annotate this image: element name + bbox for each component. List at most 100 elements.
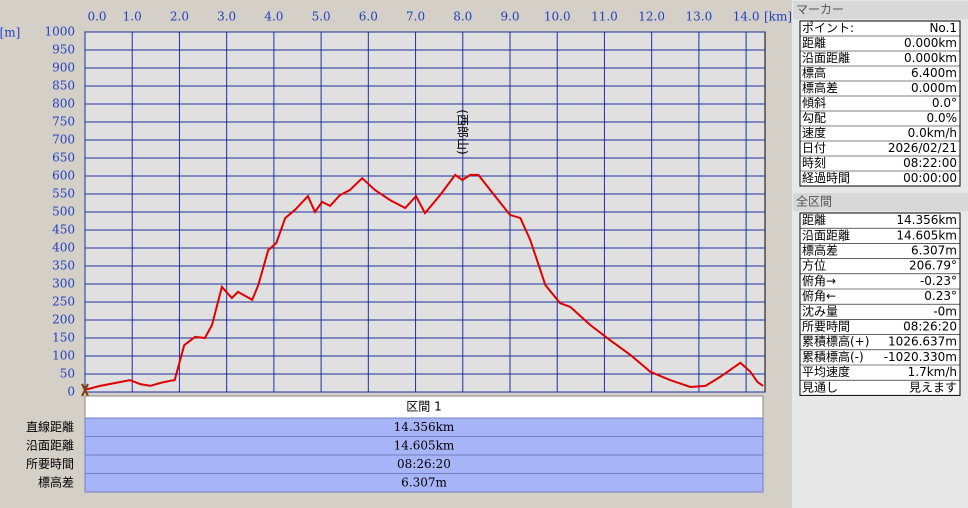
y-tick-label: 900 — [52, 61, 75, 75]
x-tick-label: 10.0 — [544, 10, 571, 24]
y-tick-label: 0 — [67, 385, 75, 399]
y-tick-label: 500 — [52, 205, 75, 219]
section-value: 6.307m — [401, 476, 447, 490]
marker-icon — [81, 383, 89, 397]
section-value: 14.356km — [394, 420, 455, 434]
y-tick-label: 450 — [52, 223, 75, 237]
panel-value: 6.400m — [911, 66, 957, 80]
x-tick-label: 13.0 — [686, 10, 713, 24]
panel-label: 累積標高(-) — [802, 349, 864, 364]
panel-label: 距離 — [802, 213, 826, 227]
y-tick-label: 200 — [52, 313, 75, 327]
panel-value: 14.605km — [896, 228, 957, 242]
y-tick-label: 150 — [52, 331, 75, 345]
y-tick-label: 400 — [52, 241, 75, 255]
section-value: 08:26:20 — [397, 457, 451, 471]
x-tick-label: 1.0 — [123, 10, 142, 24]
x-tick-label: 5.0 — [312, 10, 331, 24]
y-tick-label: 100 — [52, 349, 75, 363]
panel-title-bg — [793, 193, 968, 211]
panel-label: 平均速度 — [802, 364, 850, 379]
section-label: 所要時間 — [26, 457, 74, 471]
panel-value: 00:00:00 — [903, 171, 957, 185]
x-tick-label: 2.0 — [170, 10, 189, 24]
y-tick-label: 250 — [52, 295, 75, 309]
y-tick-label: 50 — [60, 367, 75, 381]
x-tick-label: 7.0 — [406, 10, 425, 24]
x-unit: [km] — [764, 10, 792, 24]
x-tick-label: 11.0 — [591, 10, 618, 24]
panel-label: 傾斜 — [802, 96, 826, 110]
peak-annotation: (西郎山) — [456, 109, 470, 154]
panel-value: -0.23° — [920, 274, 957, 288]
panel-value: 08:22:00 — [903, 156, 957, 170]
panel-label: 勾配 — [802, 111, 826, 125]
x-tick-label: 8.0 — [453, 10, 472, 24]
y-tick-label: 300 — [52, 277, 75, 291]
panel-label: 時刻 — [802, 156, 826, 170]
panel-label: 見通し — [802, 380, 838, 394]
panel-label: 方位 — [802, 258, 826, 273]
y-tick-label: 850 — [52, 79, 75, 93]
y-tick-label: 650 — [52, 151, 75, 165]
panel-label: 標高差 — [802, 243, 838, 258]
panel-value: 0.000km — [904, 51, 957, 65]
panel-label: 経過時間 — [802, 171, 850, 185]
panel-label: 沿面距離 — [802, 228, 850, 242]
x-tick-label: 3.0 — [217, 10, 236, 24]
panel-label: 日付 — [802, 141, 826, 155]
section-label: 標高差 — [38, 475, 74, 490]
x-tick-label: 12.0 — [638, 10, 665, 24]
panel-label: 俯角→ — [802, 273, 836, 288]
y-tick-label: 600 — [52, 169, 75, 183]
panel-value: -1020.330m — [884, 350, 957, 364]
panel-value: 見えます — [909, 380, 957, 394]
panel-label: 距離 — [802, 36, 826, 50]
panel-value: 6.307m — [911, 244, 957, 258]
panel-value: 1026.637m — [888, 335, 957, 349]
y-tick-label: 800 — [52, 97, 75, 111]
section-label: 直線距離 — [26, 419, 74, 434]
x-tick-label: 14.0 — [733, 10, 760, 24]
y-tick-label: 550 — [52, 187, 75, 201]
panel-label: 所要時間 — [802, 320, 850, 334]
elevation-line — [84, 173, 764, 391]
panel-label: 俯角← — [802, 288, 836, 303]
panel-label: ポイント: — [802, 21, 854, 35]
x-tick-label: 6.0 — [359, 10, 378, 24]
panel-value: 0.000m — [911, 81, 957, 95]
panel-title-bg — [793, 1, 968, 19]
panel-label: 標高 — [802, 65, 826, 80]
y-tick-label: 700 — [52, 133, 75, 147]
y-tick-label: 950 — [52, 43, 75, 57]
y-tick-label: 350 — [52, 259, 75, 273]
panel-table — [799, 20, 961, 187]
panel-label: 標高差 — [802, 80, 838, 95]
x-tick-label: 9.0 — [500, 10, 519, 24]
y-tick-label: 750 — [52, 115, 75, 129]
x-tick-label: 0.0 — [87, 10, 106, 24]
y-tick-label: 1000 — [44, 25, 75, 39]
panel-title: 全区間 — [796, 194, 832, 209]
section-value: 14.605km — [394, 439, 455, 453]
panel-label: 沿面距離 — [802, 51, 850, 65]
panel-title: マーカー — [796, 3, 844, 17]
panel-value: 14.356km — [896, 213, 957, 227]
panel-value: 2026/02/21 — [888, 141, 957, 155]
panel-value: 0.000km — [904, 36, 957, 50]
panel-value: 0.23° — [924, 289, 957, 303]
panel-value: 1.7km/h — [908, 365, 957, 379]
panel-label: 沈み量 — [802, 303, 838, 318]
section-label: 沿面距離 — [26, 439, 74, 453]
section-header: 区間 1 — [406, 400, 441, 414]
section-cell — [84, 473, 764, 493]
y-unit: [m] — [0, 26, 20, 40]
panel-label: 累積標高(+) — [802, 334, 869, 349]
x-tick-label: 4.0 — [264, 10, 283, 24]
panel-label: 速度 — [802, 125, 826, 140]
panel-value: 0.0° — [932, 96, 957, 110]
panel-value: 206.79° — [909, 259, 957, 273]
panel-value: -0m — [933, 304, 957, 318]
